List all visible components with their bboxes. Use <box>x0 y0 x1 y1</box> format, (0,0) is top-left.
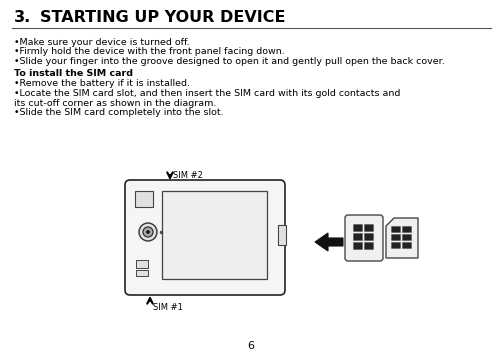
Bar <box>135 191 153 207</box>
Text: •Make sure your device is turned off.: •Make sure your device is turned off. <box>14 38 190 47</box>
FancyBboxPatch shape <box>402 243 411 248</box>
Polygon shape <box>386 218 418 258</box>
Polygon shape <box>315 233 343 251</box>
Text: SIM #2: SIM #2 <box>173 171 203 180</box>
Bar <box>136 260 148 268</box>
Bar <box>136 270 148 276</box>
Text: its cut-off corner as shown in the diagram.: its cut-off corner as shown in the diagr… <box>14 98 216 107</box>
Text: •Firmly hold the device with the front panel facing down.: •Firmly hold the device with the front p… <box>14 47 285 57</box>
Circle shape <box>143 227 153 237</box>
FancyBboxPatch shape <box>354 224 363 231</box>
Text: To install the SIM card: To install the SIM card <box>14 69 133 79</box>
Circle shape <box>146 230 149 233</box>
FancyBboxPatch shape <box>125 180 285 295</box>
Text: •Slide the SIM card completely into the slot.: •Slide the SIM card completely into the … <box>14 108 224 117</box>
FancyBboxPatch shape <box>345 215 383 261</box>
FancyBboxPatch shape <box>391 235 400 240</box>
Text: 3.: 3. <box>14 10 31 25</box>
FancyBboxPatch shape <box>402 235 411 240</box>
FancyBboxPatch shape <box>365 224 374 231</box>
FancyBboxPatch shape <box>365 233 374 240</box>
Text: STARTING UP YOUR DEVICE: STARTING UP YOUR DEVICE <box>40 10 286 25</box>
Text: •Slide your finger into the groove designed to open it and gently pull open the : •Slide your finger into the groove desig… <box>14 57 445 66</box>
Bar <box>162 191 267 279</box>
Text: •Locate the SIM card slot, and then insert the SIM card with its gold contacts a: •Locate the SIM card slot, and then inse… <box>14 89 400 98</box>
Text: 6: 6 <box>247 341 255 349</box>
FancyBboxPatch shape <box>354 233 363 240</box>
FancyBboxPatch shape <box>402 227 411 232</box>
Circle shape <box>139 223 157 241</box>
Text: •Remove the battery if it is installed.: •Remove the battery if it is installed. <box>14 80 190 89</box>
Bar <box>278 225 286 245</box>
FancyBboxPatch shape <box>365 243 374 250</box>
FancyBboxPatch shape <box>391 243 400 248</box>
Text: SIM #1: SIM #1 <box>153 303 183 312</box>
FancyBboxPatch shape <box>354 243 363 250</box>
FancyBboxPatch shape <box>391 227 400 232</box>
